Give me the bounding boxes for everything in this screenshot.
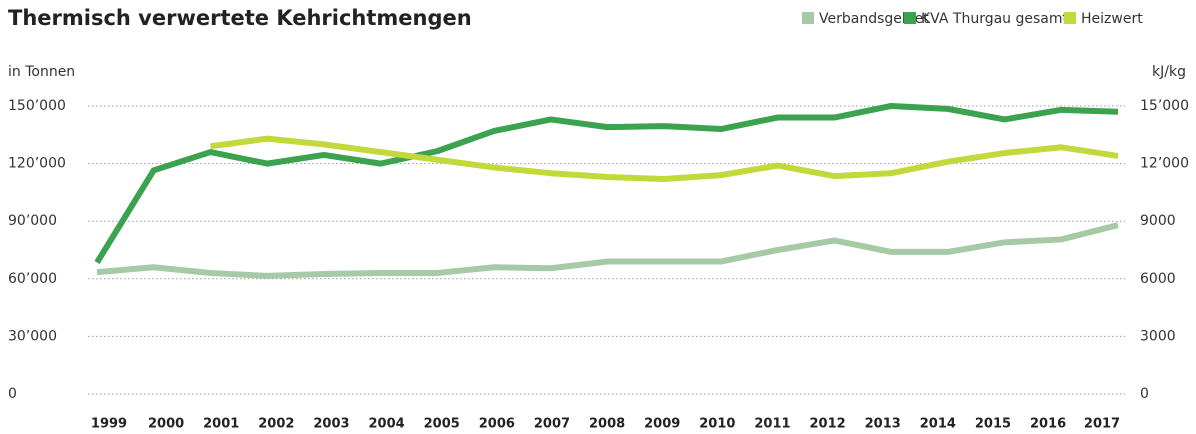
y-tick-label: 90’000 [8, 213, 57, 229]
y2-tick-label: 6000 [1140, 271, 1176, 287]
legend-swatch [1064, 12, 1076, 24]
x-tick-label: 2007 [534, 417, 570, 432]
x-tick-label: 2003 [313, 417, 349, 432]
legend-label: Heizwert [1081, 11, 1143, 27]
y2-tick-label: 0 [1140, 386, 1149, 402]
x-tick-label: 2010 [699, 417, 735, 432]
y-tick-label: 0 [8, 386, 17, 402]
x-tick-label: 2002 [258, 417, 294, 432]
x-tick-label: 2006 [479, 417, 515, 432]
x-tick-label: 2012 [809, 417, 845, 432]
y-axis-label: in Tonnen [8, 64, 75, 80]
y-tick-label: 120’000 [8, 156, 66, 172]
x-tick-label: 2008 [589, 417, 625, 432]
series-line [210, 135, 1119, 182]
series-line [96, 222, 1119, 279]
x-tick-label: 2009 [644, 417, 680, 432]
x-tick-label: 2016 [1030, 417, 1066, 432]
y2-tick-label: 9000 [1140, 213, 1176, 229]
legend-label: KVA Thurgau gesamt [921, 11, 1068, 27]
y2-tick-label: 15’000 [1140, 98, 1189, 114]
x-tick-label: 2015 [975, 417, 1011, 432]
y-tick-label: 30’000 [8, 328, 57, 344]
y-tick-label: 150’000 [8, 98, 66, 114]
x-tick-label: 2014 [920, 417, 956, 432]
x-tick-label: 2004 [369, 417, 405, 432]
legend-swatch [904, 12, 916, 24]
legend-label: Verbandsgebiet [819, 11, 929, 27]
y2-axis-label: kJ/kg [1152, 64, 1186, 80]
x-tick-label: 2017 [1084, 417, 1120, 432]
x-tick-label: 1999 [91, 417, 127, 432]
x-tick-label: 2000 [148, 417, 184, 432]
x-tick-label: 2001 [203, 417, 239, 432]
chart-title: Thermisch verwertete Kehrichtmengen [8, 6, 472, 30]
x-tick-label: 2011 [754, 417, 790, 432]
y-tick-label: 60’000 [8, 271, 57, 287]
legend-swatch [802, 12, 814, 24]
series-line [94, 103, 1119, 265]
x-tick-label: 2005 [424, 417, 460, 432]
y2-tick-label: 12’000 [1140, 156, 1189, 172]
y2-tick-label: 3000 [1140, 328, 1176, 344]
x-tick-label: 2013 [865, 417, 901, 432]
